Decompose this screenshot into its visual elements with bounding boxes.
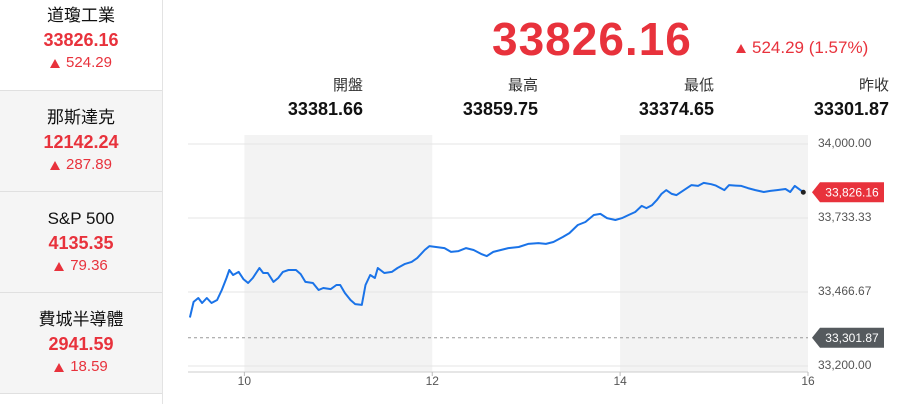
stat: 最高 33859.75 <box>378 76 538 122</box>
price-change: 524.29 (1.57%) <box>736 38 868 58</box>
index-name: S&P 500 <box>47 209 115 228</box>
index-price: 33826.16 <box>43 30 119 50</box>
session-band <box>620 135 808 372</box>
stat: 開盤 33381.66 <box>203 76 363 122</box>
stat-value: 33374.65 <box>638 99 714 119</box>
stat-value: 33859.75 <box>462 99 538 119</box>
last-point <box>800 189 806 195</box>
stat-label: 昨收 <box>858 77 889 94</box>
index-price: 4135.35 <box>48 233 114 253</box>
stat-label: 開盤 <box>332 77 363 94</box>
stat: 最低 33374.65 <box>554 76 714 122</box>
index-name: 那斯達克 <box>47 108 115 127</box>
sidebar: 道瓊工業 33826.16 524.29 那斯達克 12142.24 287.8… <box>0 0 163 404</box>
up-arrow <box>736 43 746 53</box>
current-price: 33826.16 <box>492 13 692 65</box>
change-text: 79.36 <box>70 257 108 274</box>
price-tag-label: 33,826.16 <box>825 185 879 199</box>
stat-value: 33381.66 <box>287 99 363 119</box>
session-band <box>244 135 433 372</box>
x-tick-label: 14 <box>613 374 627 388</box>
index-change: 18.59 <box>54 356 108 378</box>
index-item[interactable]: 費城半導體 2941.59 18.59 <box>0 293 162 394</box>
index-name: 道瓊工業 <box>47 6 115 25</box>
index-change: 79.36 <box>54 255 108 277</box>
stat-label: 最高 <box>507 77 538 94</box>
change-text: 524.29 <box>66 54 112 71</box>
index-name: 費城半導體 <box>38 310 124 329</box>
stat-label: 最低 <box>683 77 714 94</box>
x-tick-label: 16 <box>801 374 815 388</box>
price-tag-label: 33,301.87 <box>825 331 879 345</box>
change-text: 18.59 <box>70 358 108 375</box>
index-item[interactable]: S&P 500 4135.35 79.36 <box>0 192 162 293</box>
up-arrow <box>54 261 65 271</box>
index-change: 287.89 <box>50 154 112 176</box>
change-text: 287.89 <box>66 156 112 173</box>
change-text: 524.29 (1.57%) <box>752 38 869 57</box>
x-tick-label: 10 <box>238 374 252 388</box>
price-tag <box>812 182 884 203</box>
y-tick-label: 33,466.67 <box>818 284 872 298</box>
stat: 昨收 33301.87 <box>729 76 889 122</box>
up-arrow <box>50 58 61 68</box>
index-price: 2941.59 <box>48 334 114 354</box>
up-arrow <box>54 362 65 372</box>
index-price: 12142.24 <box>43 132 119 152</box>
x-tick-label: 12 <box>426 374 440 388</box>
price-tag <box>812 327 884 348</box>
price-line <box>188 181 804 318</box>
index-item[interactable]: 道瓊工業 33826.16 524.29 <box>0 0 162 91</box>
stat-value: 33301.87 <box>813 99 889 119</box>
index-item[interactable]: 那斯達克 12142.24 287.89 <box>0 91 162 192</box>
y-tick-label: 33,733.33 <box>818 210 872 224</box>
y-tick-label: 34,000.00 <box>818 136 872 150</box>
y-tick-label: 33,200.00 <box>818 358 872 372</box>
up-arrow <box>50 160 61 170</box>
index-change: 524.29 <box>50 52 112 74</box>
